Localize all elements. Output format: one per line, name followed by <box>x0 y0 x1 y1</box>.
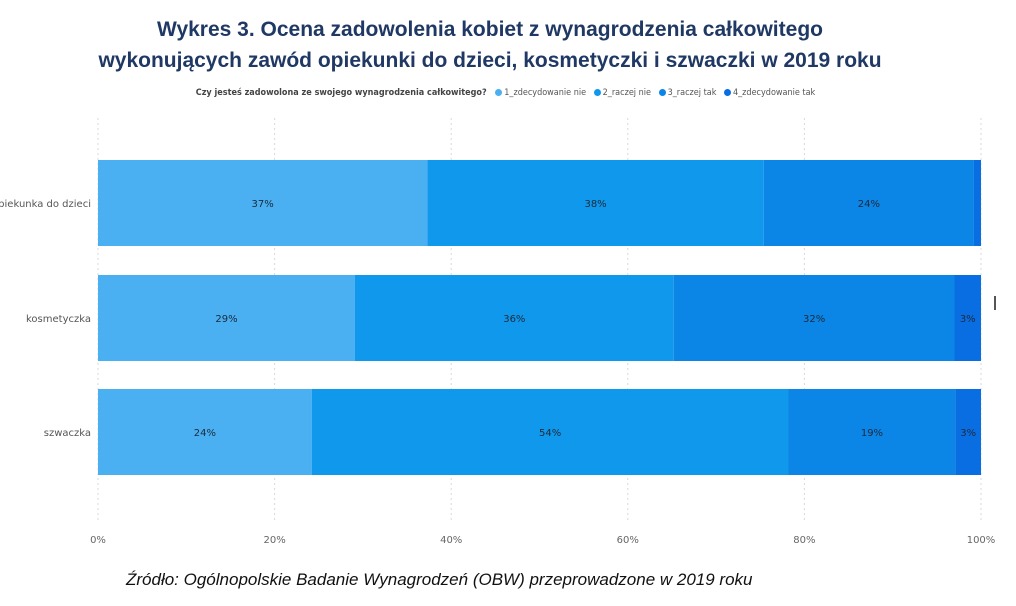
bar-segment <box>954 275 981 361</box>
data-label: 29% <box>215 314 237 325</box>
bar-segment <box>98 389 312 475</box>
x-tick-label: 80% <box>793 535 815 546</box>
bar-segment <box>98 160 428 246</box>
legend-label-4: 4_zdecydowanie tak <box>732 88 816 98</box>
bar-segment <box>354 275 674 361</box>
legend-dot-3 <box>658 89 666 96</box>
x-tick-label: 100% <box>967 535 996 546</box>
chart-title-line1: Wykres 3. Ocena zadowolenia kobiet z wyn… <box>157 18 823 41</box>
scroll-indicator[interactable] <box>994 296 996 310</box>
data-label: 19% <box>861 428 883 439</box>
x-tick-label: 20% <box>263 535 285 546</box>
bar-segment <box>427 160 764 246</box>
legend-dot-2 <box>593 89 601 96</box>
data-label: 54% <box>539 428 561 439</box>
bar-segment <box>955 389 981 475</box>
data-label: 36% <box>503 314 525 325</box>
x-tick-label: 60% <box>617 535 639 546</box>
legend-item-4[interactable]: 4_zdecydowanie tak <box>723 88 816 98</box>
bar-segment <box>788 389 956 475</box>
bar-segment <box>973 160 981 246</box>
legend-label-3: 3_raczej tak <box>667 88 717 98</box>
category-label: opiekunka do dzieci <box>0 199 91 210</box>
data-label: 24% <box>858 199 880 210</box>
data-label: 37% <box>252 199 274 210</box>
legend-dot-4 <box>723 89 731 96</box>
chart-title-line2: wykonujących zawód opiekunki do dzieci, … <box>98 49 882 72</box>
legend-label-1: 1_zdecydowanie nie <box>504 88 587 98</box>
legend-item-1[interactable]: 1_zdecydowanie nie <box>495 88 586 98</box>
bar-segment <box>763 160 974 246</box>
data-label: 3% <box>960 314 976 325</box>
data-label: 38% <box>584 199 606 210</box>
source-note: Źródło: Ogólnopolskie Badanie Wynagrodze… <box>126 570 753 589</box>
legend-dot-1 <box>495 89 503 96</box>
x-tick-label: 0% <box>90 535 106 546</box>
x-tick-label: 40% <box>440 535 462 546</box>
chart-title: Wykres 3. Ocena zadowolenia kobiet z wyn… <box>40 14 940 76</box>
data-label: 3% <box>960 428 976 439</box>
bar-segment <box>311 389 789 475</box>
chart-legend: Czy jesteś zadowolona ze swojego wynagro… <box>0 88 1016 98</box>
bar-segment <box>98 275 355 361</box>
legend-title: Czy jesteś zadowolona ze swojego wynagro… <box>195 88 487 98</box>
category-label: szwaczka <box>44 428 91 439</box>
category-label: kosmetyczka <box>26 314 91 325</box>
legend-item-2[interactable]: 2_raczej nie <box>593 88 651 98</box>
legend-label-2: 2_raczej nie <box>602 88 651 98</box>
legend-item-3[interactable]: 3_raczej tak <box>658 88 717 98</box>
bar-segment <box>673 275 955 361</box>
data-label: 32% <box>803 314 825 325</box>
data-label: 24% <box>194 428 216 439</box>
